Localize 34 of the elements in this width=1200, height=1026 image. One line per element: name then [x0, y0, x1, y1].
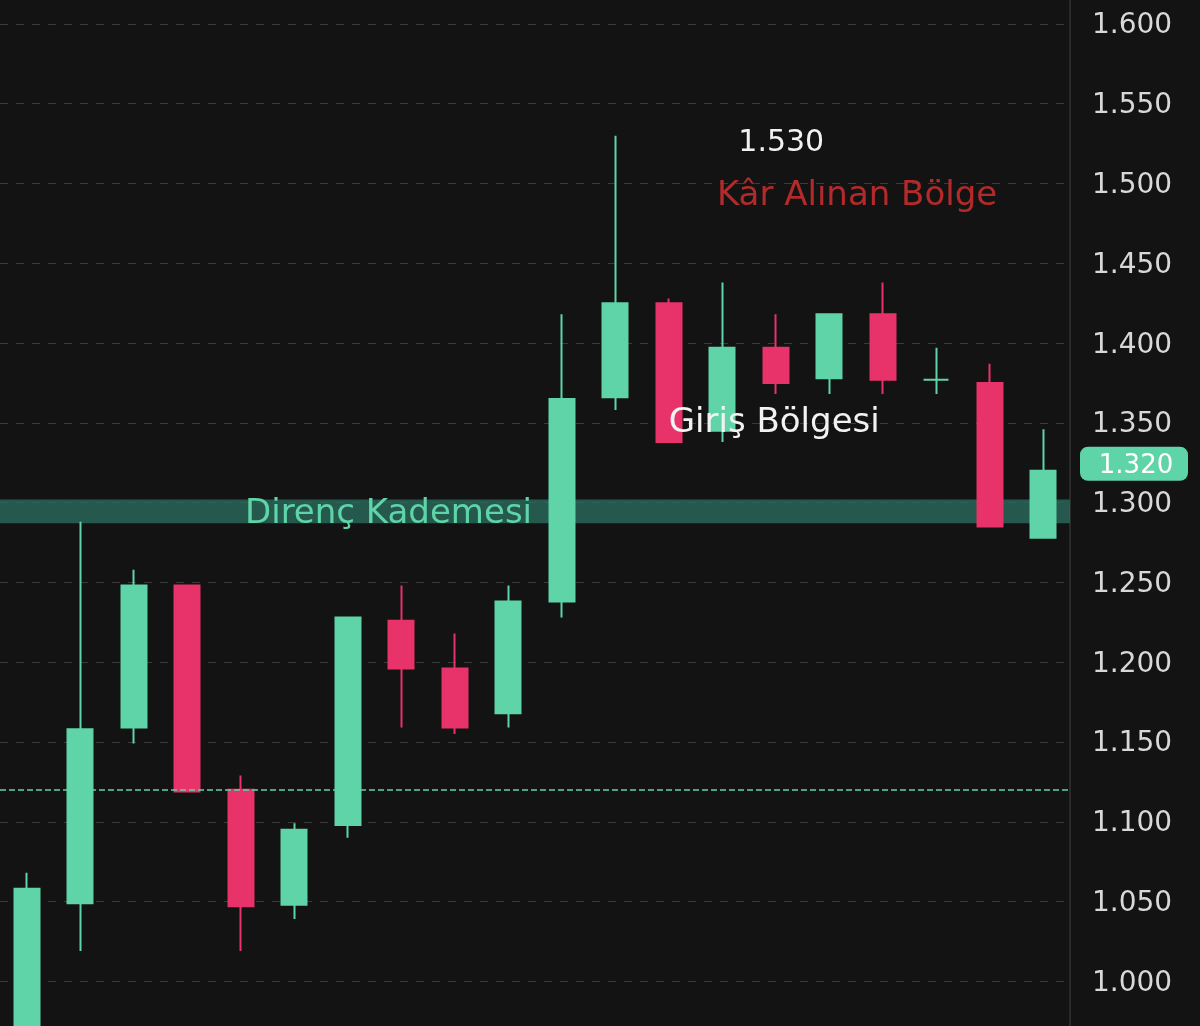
candlestick — [227, 774, 255, 952]
candlestick — [548, 313, 576, 619]
candlestick — [494, 584, 522, 729]
y-tick-label: 1.350 — [1092, 406, 1173, 440]
annotation: 1.530 — [738, 123, 825, 159]
candlestick — [976, 362, 1004, 528]
candlestick — [762, 313, 790, 396]
band-label: Direnç Kademesi — [245, 491, 533, 532]
y-tick-label: 1.050 — [1092, 885, 1173, 919]
candlestick — [601, 134, 629, 412]
candlestick — [869, 281, 897, 396]
y-tick-label: 1.600 — [1092, 7, 1173, 41]
annotation: Kâr Alınan Bölge — [716, 172, 998, 213]
y-tick-label: 1.450 — [1092, 246, 1173, 280]
y-tick-label: 1.150 — [1092, 725, 1173, 759]
candlestick — [815, 313, 843, 396]
y-tick-label: 1.300 — [1092, 486, 1173, 520]
y-tick-label: 1.000 — [1092, 964, 1173, 998]
y-tick-label: 1.250 — [1092, 565, 1173, 599]
y-tick-label: 1.500 — [1092, 167, 1173, 200]
y-tick-label: 1.400 — [1092, 326, 1173, 360]
candlestick — [280, 822, 308, 921]
y-tick-label: 1.550 — [1092, 87, 1173, 121]
candlestick — [1029, 428, 1057, 539]
candlestick — [922, 346, 950, 396]
text: 1.320 — [1098, 448, 1174, 479]
candlestick — [441, 632, 469, 735]
y-tick-label: 1.100 — [1092, 805, 1173, 839]
y-tick-label: 1.200 — [1092, 645, 1173, 679]
candlestick — [387, 584, 415, 729]
candlestick — [13, 871, 41, 1026]
candlestick — [173, 584, 201, 793]
candlestick — [120, 568, 148, 745]
annotation: Giriş Bölgesi — [668, 399, 880, 440]
